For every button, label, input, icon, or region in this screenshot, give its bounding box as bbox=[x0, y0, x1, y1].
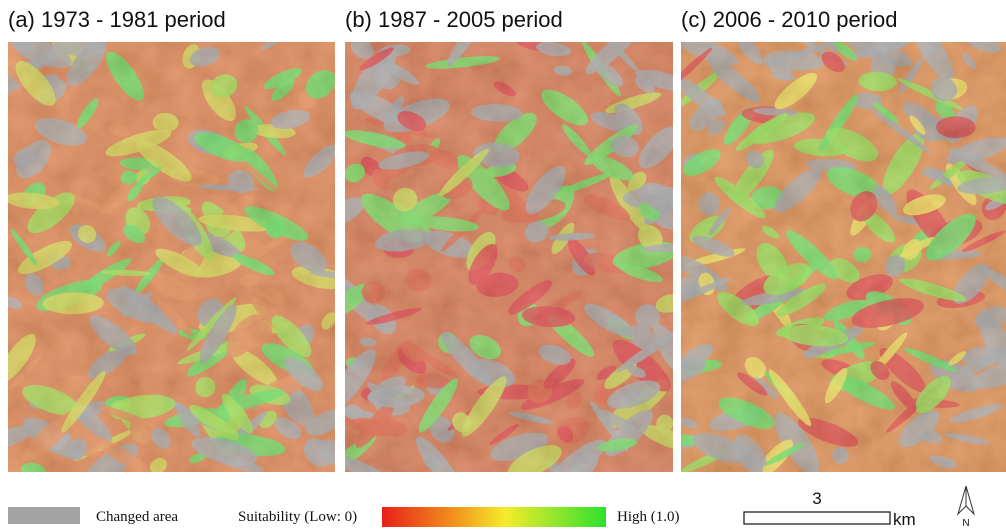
panel-title: (c) 2006 - 2010 period bbox=[681, 7, 897, 32]
panel-title: (b) 1987 - 2005 period bbox=[345, 7, 563, 32]
legend-label: Changed area bbox=[96, 509, 178, 525]
north-arrow bbox=[958, 486, 966, 514]
map-panel bbox=[663, 19, 1006, 481]
panel-title: (a) 1973 - 1981 period bbox=[8, 7, 226, 32]
hillshade bbox=[345, 42, 673, 472]
hillshade bbox=[681, 42, 1006, 472]
changed-area-swatch bbox=[8, 507, 80, 524]
suitability-gradient bbox=[382, 507, 606, 527]
map-panel bbox=[0, 25, 357, 496]
maps bbox=[0, 15, 1006, 497]
scale-distance: 3 bbox=[812, 489, 821, 508]
north-label: N bbox=[962, 518, 969, 529]
legend-label: High (1.0) bbox=[617, 509, 680, 525]
map-panel bbox=[312, 15, 701, 497]
legend-label: Suitability (Low: 0) bbox=[238, 509, 357, 525]
north-arrow bbox=[966, 486, 974, 514]
scale-bar bbox=[744, 512, 890, 524]
scale-unit: km bbox=[893, 510, 916, 529]
hillshade bbox=[8, 42, 335, 472]
figure: (a) 1973 - 1981 period (b) 1987 - 2005 p… bbox=[0, 0, 1006, 530]
